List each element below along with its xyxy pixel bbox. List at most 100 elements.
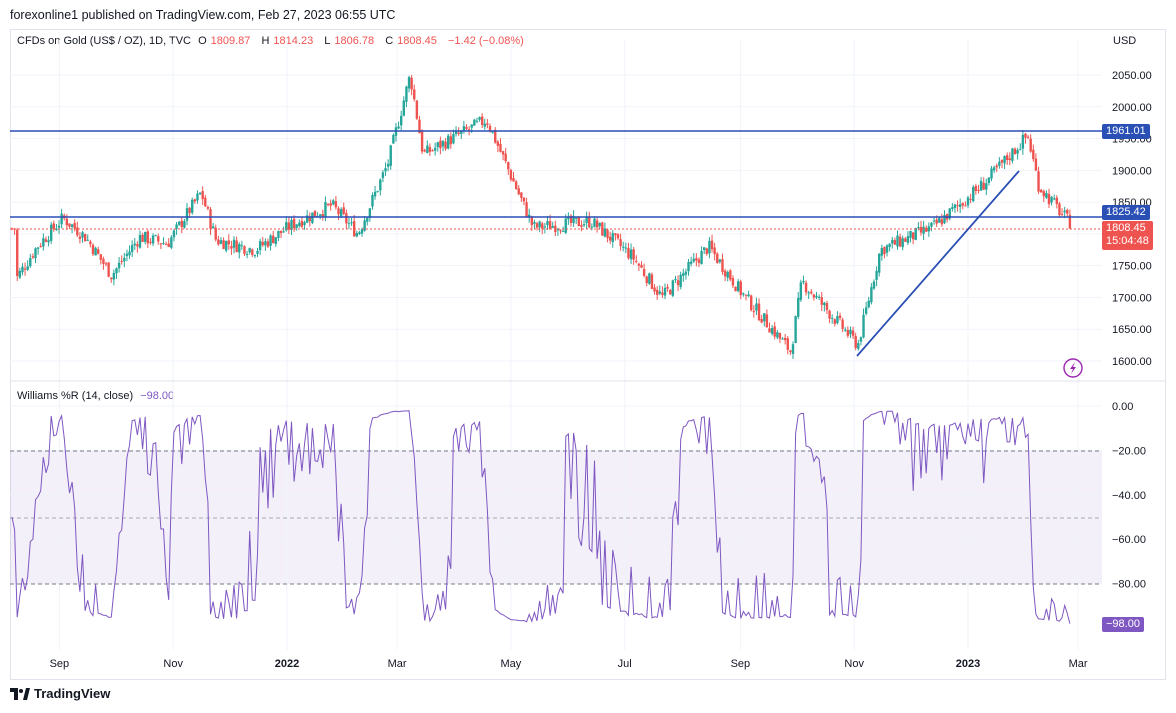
candle-body — [300, 220, 304, 227]
candle-body — [1045, 193, 1048, 198]
candle-body — [26, 266, 29, 270]
candle-body — [1034, 158, 1038, 171]
symbol-label[interactable]: CFDs on Gold (US$ / OZ), 1D, TVC — [17, 35, 192, 47]
candle-body — [130, 245, 134, 253]
candle-body — [645, 276, 648, 284]
candle-body — [726, 272, 729, 278]
candle-body — [927, 226, 931, 232]
candle-body — [1055, 197, 1059, 205]
candle-body — [932, 220, 936, 222]
candle-body — [982, 182, 985, 190]
time-tick-label: Jul — [618, 658, 632, 670]
candle-body — [653, 287, 656, 292]
candle-body — [157, 236, 160, 242]
candle-body — [637, 263, 641, 266]
candle-body — [1042, 191, 1045, 197]
currency-label: USD — [1113, 35, 1137, 47]
candle-body — [332, 200, 335, 205]
candle-body — [723, 270, 727, 277]
candle-body — [399, 115, 403, 126]
candle-body — [420, 131, 424, 152]
candle-body — [452, 133, 455, 144]
candle-body — [1058, 203, 1061, 216]
candle-body — [470, 124, 473, 128]
candle-body — [57, 225, 61, 228]
price-tick-label: 1750.00 — [1112, 261, 1152, 273]
candle-body — [875, 270, 878, 280]
candle-body — [676, 280, 680, 286]
candle-body — [415, 100, 419, 119]
candle-body — [786, 338, 789, 350]
candle-body — [509, 169, 513, 180]
candle-body — [107, 262, 110, 277]
candle-body — [449, 136, 453, 145]
candle-body — [608, 236, 612, 241]
candle-body — [729, 270, 732, 280]
candle-body — [499, 143, 502, 152]
candle-body — [791, 344, 795, 354]
candle-body — [96, 249, 100, 254]
candle-body — [337, 208, 340, 215]
candle-body — [985, 183, 988, 190]
candle-body — [206, 207, 210, 209]
candle-body — [713, 247, 716, 255]
main-legend: CFDs on Gold (US$ / OZ), 1D, TVC O 1809.8… — [17, 35, 528, 47]
candle-body — [898, 236, 902, 247]
price-tick-label: 1700.00 — [1112, 292, 1152, 304]
candle-body — [230, 246, 233, 249]
candle-body — [402, 100, 406, 116]
candle-body — [21, 266, 24, 273]
candle-body — [734, 286, 737, 292]
wr-tick-label: −20.00 — [1112, 445, 1146, 457]
candle-body — [303, 222, 306, 226]
candle-body — [151, 235, 155, 244]
candle-body — [319, 214, 322, 217]
tradingview-logo[interactable]: TradingView — [10, 686, 110, 701]
candle-body — [710, 240, 714, 250]
candle-body — [684, 271, 688, 275]
candle-body — [891, 239, 894, 244]
candle-body — [925, 227, 928, 232]
lightning-icon[interactable] — [1063, 358, 1083, 378]
candle-body — [290, 219, 293, 230]
candle-body — [138, 234, 142, 248]
candle-body — [849, 329, 852, 335]
candle-body — [1011, 148, 1014, 161]
countdown-value: 15:04:48 — [1106, 235, 1149, 247]
candle-body — [183, 221, 186, 228]
candle-body — [389, 145, 392, 166]
price-tick-label: 2050.00 — [1112, 70, 1152, 82]
candle-body — [227, 240, 231, 245]
candle-body — [569, 215, 573, 223]
candle-body — [52, 223, 55, 230]
candle-body — [695, 258, 698, 261]
candle-body — [1003, 156, 1006, 164]
support-tag: 1825.42 — [1102, 205, 1150, 220]
candle-body — [198, 192, 202, 195]
candle-body — [797, 297, 800, 317]
price-grid — [10, 40, 1102, 650]
candle-body — [266, 241, 270, 247]
candle-body — [133, 243, 136, 246]
candle-body — [517, 188, 520, 195]
wr-tick-label: −40.00 — [1112, 490, 1146, 502]
candle-body — [572, 216, 575, 224]
candle-body — [36, 247, 40, 249]
candle-body — [384, 168, 387, 172]
candle-body — [527, 214, 531, 218]
candle-body — [1032, 149, 1035, 160]
candle-body — [650, 274, 654, 289]
indicator-name[interactable]: Williams %R (14, close) — [17, 390, 134, 402]
resistance-tag: 1961.01 — [1102, 124, 1150, 139]
candle-body — [162, 243, 165, 245]
candle-body — [1066, 209, 1069, 214]
candle-body — [538, 221, 541, 228]
candle-body — [386, 163, 390, 167]
candle-body — [718, 259, 722, 262]
candle-body — [830, 317, 834, 319]
candle-body — [104, 263, 108, 265]
candle-body — [73, 223, 76, 229]
time-tick-label: Sep — [50, 658, 70, 670]
candle-body — [1037, 171, 1040, 192]
